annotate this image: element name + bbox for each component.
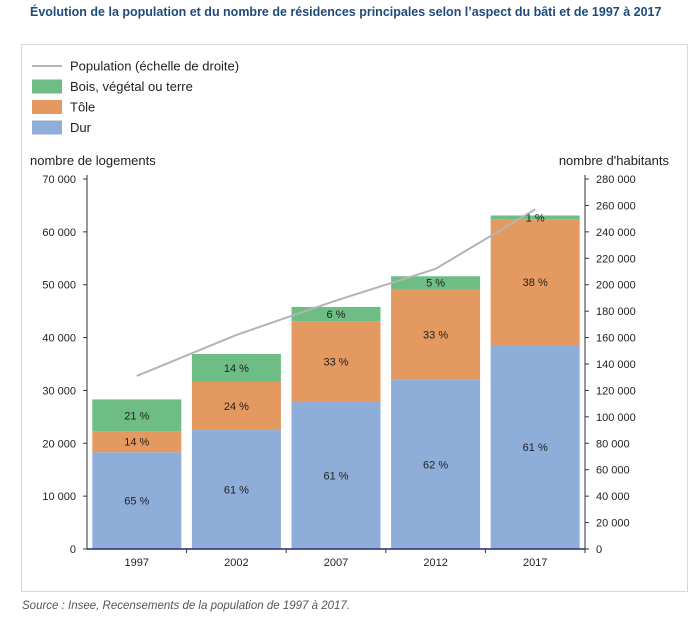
bar-data-label: 61 %	[523, 442, 548, 454]
x-tick-label: 2002	[224, 557, 248, 569]
y-right-tick-label: 120 000	[596, 385, 636, 397]
bar-data-label: 65 %	[124, 496, 149, 508]
bar-data-label: 33 %	[323, 357, 348, 369]
bar-data-label: 14 %	[224, 363, 249, 375]
y-left-tick-label: 50 000	[42, 280, 76, 292]
y-left-tick-label: 10 000	[42, 491, 76, 503]
bar-segment-tole	[92, 431, 182, 453]
y-right-tick-label: 280 000	[596, 174, 636, 186]
y-left-tick-label: 0	[70, 544, 76, 556]
bar-segment-tole	[291, 321, 381, 403]
y-right-tick-label: 260 000	[596, 200, 636, 212]
population-line	[136, 208, 536, 377]
legend-swatch	[32, 120, 62, 135]
chart-frame	[21, 44, 688, 592]
bar-data-label: 38 %	[523, 277, 548, 289]
bars: 65 % 14 % 21 % 61 % 24 % 14 % 61 % 33 % 6 % 62 % 3…	[92, 212, 580, 549]
y-right-tick-label: 240 000	[596, 227, 636, 239]
y-axis-left-label: nombre de logements	[30, 153, 156, 168]
source-note: Source : Insee, Recensements de la popul…	[22, 600, 350, 612]
legend-label: Dur	[70, 120, 92, 135]
bar-data-label: 5 %	[426, 278, 445, 290]
axes	[86, 175, 586, 550]
bar-segment-tole	[391, 288, 481, 380]
y-right-tick-label: 160 000	[596, 333, 636, 345]
bar-data-label: 62 %	[423, 459, 448, 471]
bar-segment-bois	[291, 306, 381, 322]
x-tick-label: 1997	[125, 557, 149, 569]
bar-data-label: 61 %	[323, 471, 348, 483]
bar-segment-bois	[391, 276, 481, 289]
bar-segment-bois	[92, 399, 182, 432]
bar-segment-dur	[191, 430, 281, 549]
population-line-path	[136, 208, 536, 377]
x-tick-label: 2012	[423, 557, 447, 569]
y-right-tick-label: 200 000	[596, 280, 636, 292]
page-title: Évolution de la population et du nombre …	[30, 5, 662, 19]
bar-data-label: 61 %	[224, 485, 249, 497]
y-right-tick-label: 80 000	[596, 438, 630, 450]
y-right-tick-label: 20 000	[596, 518, 630, 530]
bar-data-label: 1 %	[526, 212, 545, 224]
bar-segment-bois	[191, 353, 281, 382]
bar-data-label: 6 %	[327, 309, 346, 321]
legend-swatch	[32, 79, 62, 94]
ticks: 0 10 000 20 000 30 000 40 000 50 000 60 000 70 …	[42, 174, 635, 569]
bar-segment-bois	[490, 215, 580, 220]
bar-data-label: 24 %	[224, 401, 249, 413]
y-right-tick-label: 180 000	[596, 306, 636, 318]
x-tick-label: 2017	[523, 557, 547, 569]
bar-segment-dur	[391, 379, 481, 549]
bar-data-label: 14 %	[124, 437, 149, 449]
bar-data-label: 21 %	[124, 410, 149, 422]
y-right-tick-label: 0	[596, 544, 602, 556]
bar-data-label: 33 %	[423, 329, 448, 341]
legend-label: Tôle	[70, 100, 95, 115]
bar-segment-tole	[191, 381, 281, 431]
y-right-tick-label: 140 000	[596, 359, 636, 371]
legend-swatch	[32, 100, 62, 114]
y-right-tick-label: 220 000	[596, 253, 636, 265]
y-left-tick-label: 20 000	[42, 438, 76, 450]
y-left-tick-label: 60 000	[42, 227, 76, 239]
legend-label: Population (échelle de droite)	[70, 59, 239, 74]
x-tick-label: 2007	[324, 557, 348, 569]
legend-label: Bois, végétal ou terre	[70, 79, 193, 94]
bar-segment-tole	[490, 219, 580, 345]
bar-segment-dur	[92, 452, 182, 549]
y-right-tick-label: 60 000	[596, 465, 630, 477]
bar-segment-dur	[291, 402, 381, 549]
y-right-tick-label: 100 000	[596, 412, 636, 424]
y-left-tick-label: 70 000	[42, 174, 76, 186]
y-axis-right-label: nombre d'habitants	[559, 153, 670, 168]
y-right-tick-label: 40 000	[596, 491, 630, 503]
legend: Population (échelle de droite) Bois, végé…	[32, 59, 239, 135]
bar-segment-dur	[490, 344, 580, 549]
chart: Population (échelle de droite) Bois, végé…	[30, 59, 670, 570]
y-left-tick-label: 40 000	[42, 333, 76, 345]
y-left-tick-label: 30 000	[42, 385, 76, 397]
